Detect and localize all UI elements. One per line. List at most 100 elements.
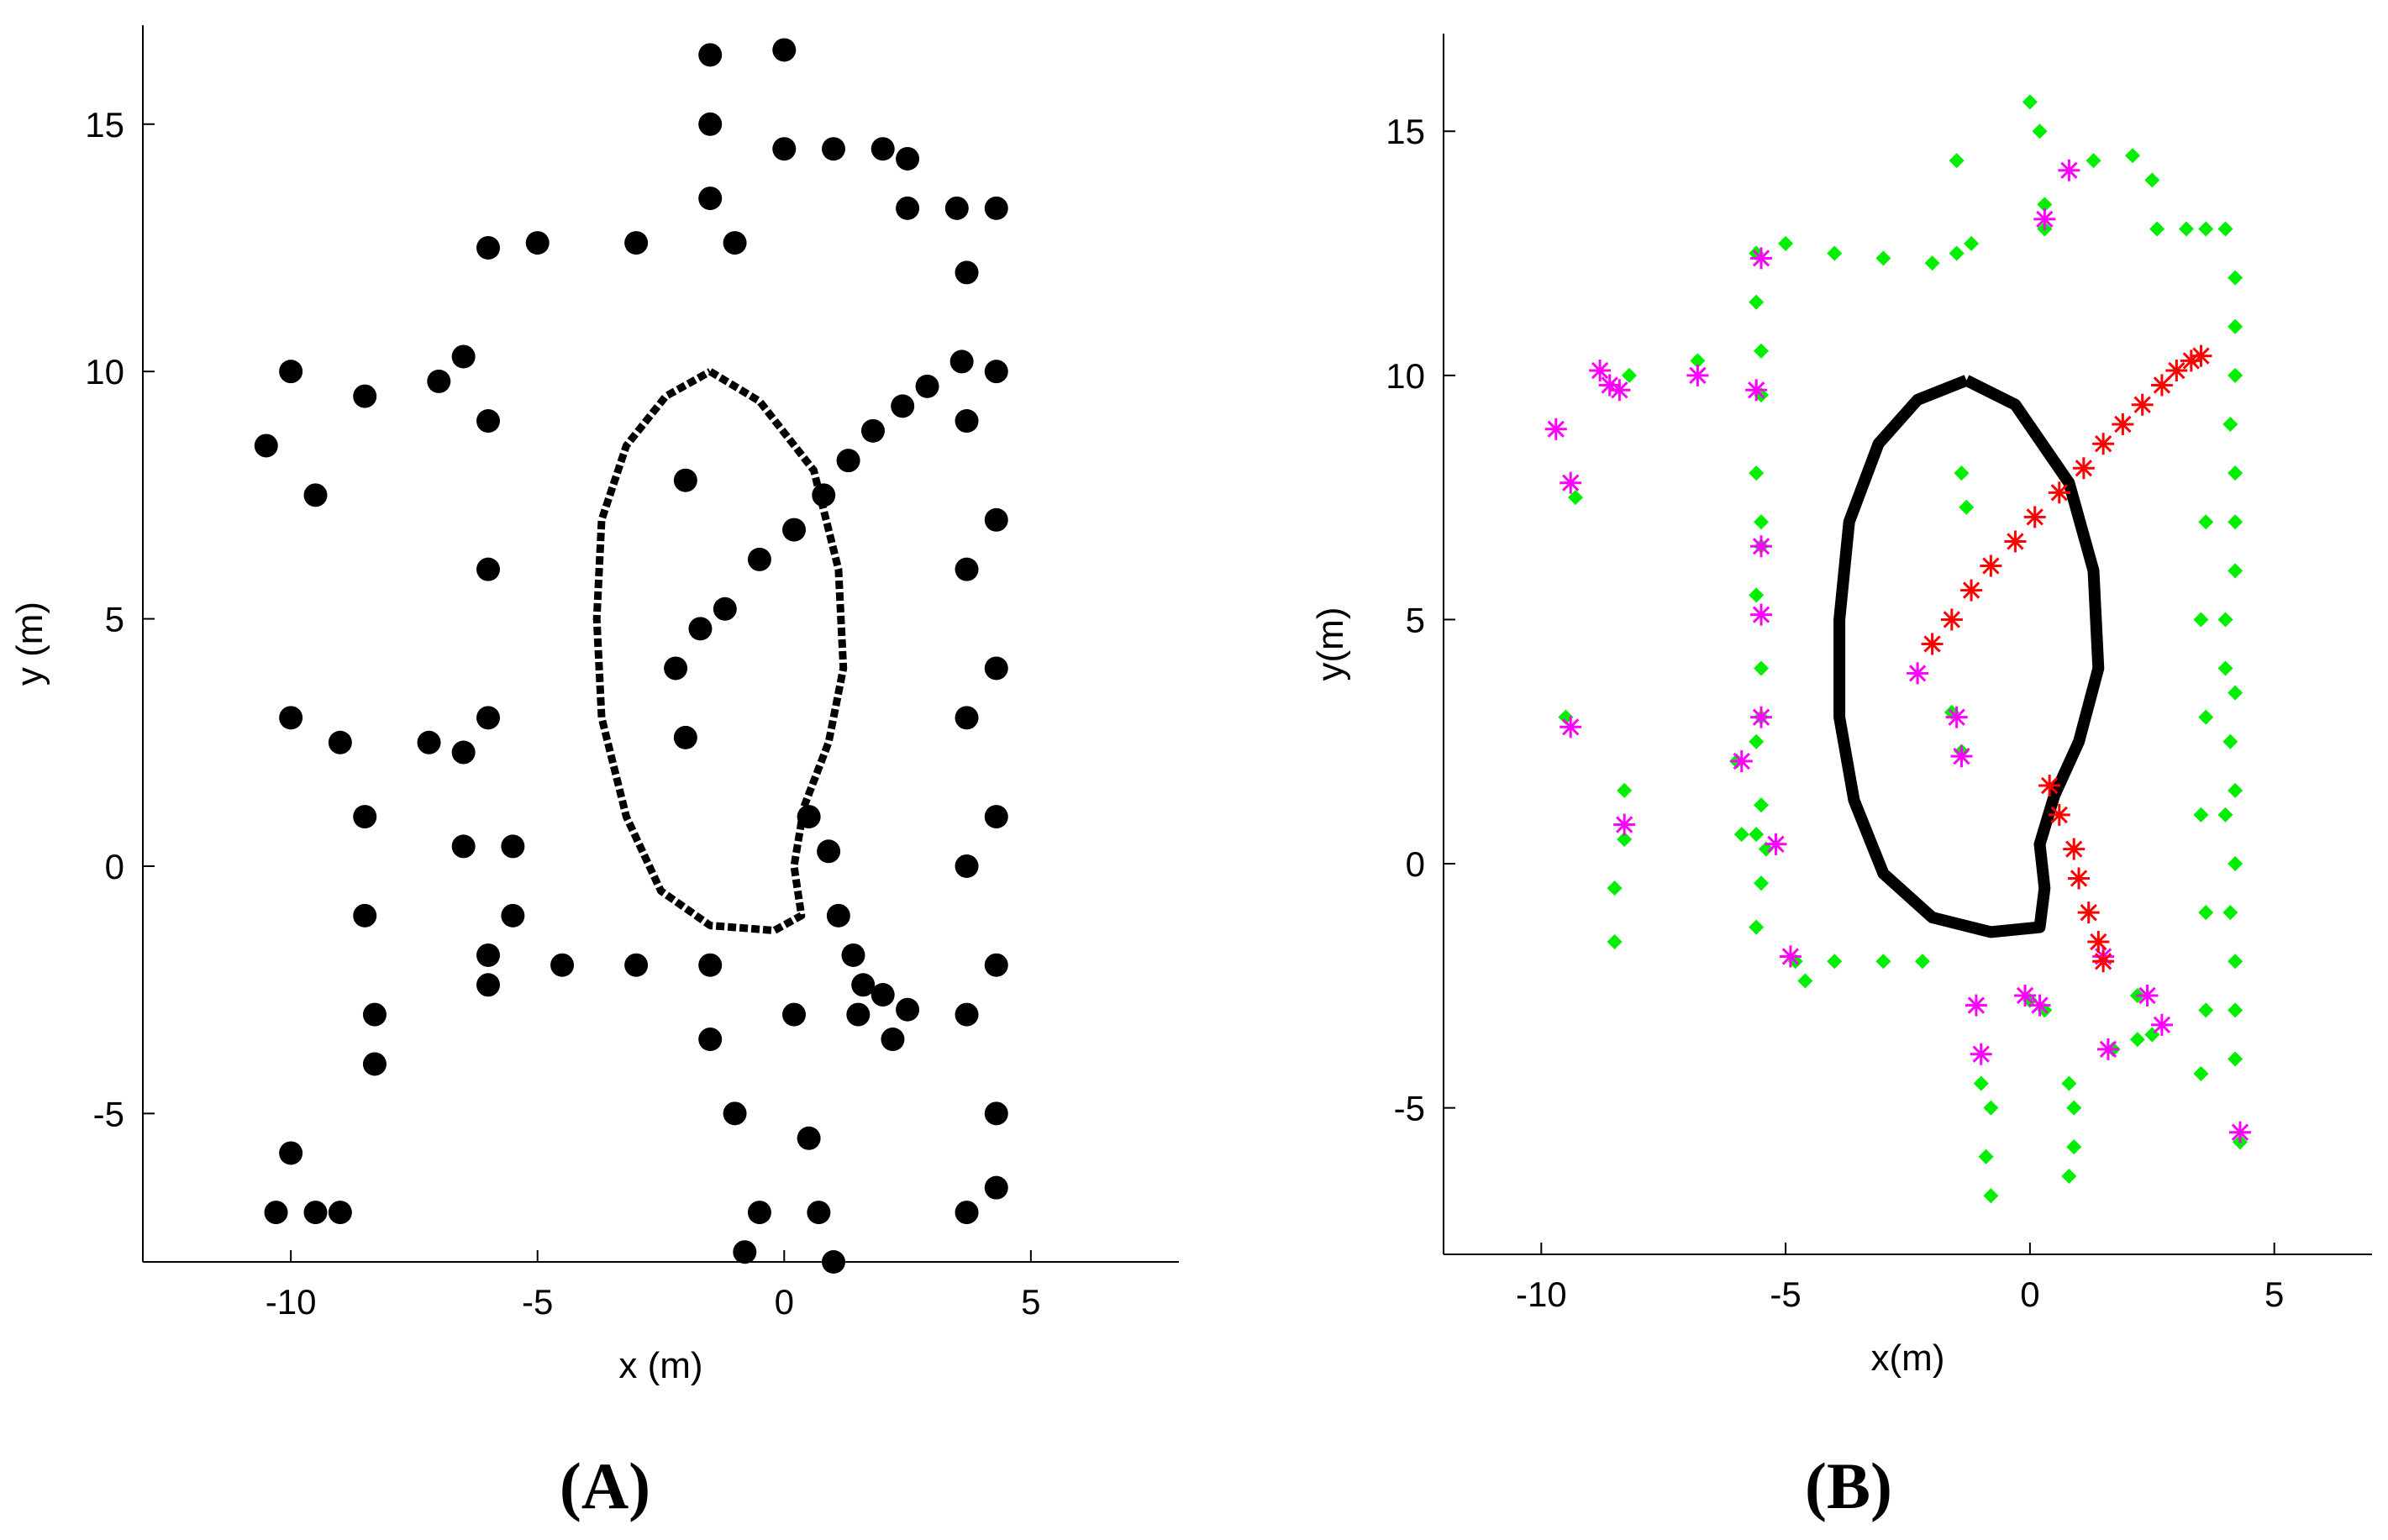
asterisk-point [2033, 208, 2056, 230]
feature-point [1797, 973, 1813, 989]
feature-point [1914, 954, 1930, 970]
map-point [841, 943, 865, 967]
map-point [525, 231, 550, 255]
feature-point [2228, 685, 2243, 701]
map-point [501, 834, 525, 859]
map-point [451, 740, 476, 765]
map-point [501, 903, 525, 928]
feature-point [1875, 954, 1891, 970]
asterisk-stroke [1982, 557, 2000, 575]
y-tick-label: 5 [1406, 600, 1425, 639]
feature-point [2217, 221, 2233, 237]
asterisk-point [2063, 838, 2086, 860]
asterisk-point [2048, 803, 2070, 826]
map-point [955, 409, 979, 434]
map-point [476, 557, 500, 581]
asterisk-stroke [1601, 376, 1618, 394]
asterisk-point [2068, 867, 2091, 890]
map-point [871, 137, 895, 161]
feature-point [1954, 465, 1970, 481]
feature-point [2198, 905, 2214, 921]
feature-point [2222, 733, 2238, 749]
feature-point [1827, 245, 1843, 261]
feature-point [1749, 294, 1765, 310]
x-tick-label: -10 [266, 1282, 317, 1322]
map-point [896, 196, 920, 220]
x-tick-label: 5 [1021, 1282, 1040, 1322]
panel-a-label: (A) [560, 1449, 650, 1522]
feature-point [1749, 587, 1765, 603]
feature-point [1749, 733, 1765, 749]
asterisk-point [1960, 579, 1983, 602]
feature-point [2228, 318, 2243, 334]
feature-point [2129, 1032, 2145, 1048]
asterisk-stroke [2138, 986, 2156, 1005]
map-point [328, 730, 352, 754]
y-tick-label: 10 [85, 352, 124, 392]
feature-point [1749, 465, 1765, 481]
feature-point [1749, 919, 1765, 935]
asterisk-point [2038, 775, 2061, 797]
asterisk-stroke [2050, 806, 2068, 824]
x-tick-label: -5 [522, 1282, 553, 1322]
asterisk-point [1765, 833, 1787, 855]
map-point [772, 38, 797, 62]
feature-point [2217, 612, 2233, 628]
asterisk-point [1921, 633, 1944, 655]
feature-point [1973, 1075, 1989, 1091]
feature-point [1754, 875, 1770, 891]
feature-point [1778, 235, 1794, 251]
map-point [451, 834, 476, 859]
map-point [955, 706, 979, 730]
map-point [871, 983, 895, 1007]
asterisk-stroke [1948, 708, 1965, 726]
map-point [955, 557, 979, 581]
asterisk-point [2087, 931, 2110, 954]
x-tick-label: 0 [775, 1282, 794, 1322]
map-point [797, 1126, 821, 1150]
asterisk-stroke [2070, 870, 2088, 887]
asterisk-point [1598, 374, 1621, 397]
feature-point [2228, 465, 2243, 481]
feature-point [2066, 1100, 2082, 1116]
map-point [427, 369, 451, 393]
asterisk-stroke [2065, 840, 2083, 858]
asterisk-point [1750, 706, 1773, 728]
asterisk-stroke [1953, 748, 1970, 765]
loop-path [1833, 375, 2105, 938]
asterisk-point [1750, 247, 1773, 270]
asterisk-stroke [1752, 538, 1770, 555]
feature-point [1749, 827, 1765, 843]
asterisk-point [2112, 413, 2134, 435]
map-point [822, 1250, 845, 1274]
map-point [955, 260, 979, 285]
map-point [303, 483, 328, 507]
feature-point [2198, 709, 2214, 725]
asterisk-stroke [2231, 1123, 2249, 1141]
map-point [254, 434, 278, 458]
map-point [836, 449, 860, 473]
feature-point [2198, 514, 2214, 530]
asterisk-stroke [2094, 435, 2112, 453]
map-point [891, 394, 915, 418]
asterisk-point [2228, 1121, 2251, 1143]
x-tick-label: -10 [1516, 1275, 1567, 1314]
asterisk-point [2131, 393, 2154, 416]
map-point [476, 973, 500, 997]
map-point [303, 1201, 328, 1225]
y-tick-label: 0 [105, 847, 124, 886]
asterisk-point [1945, 706, 1968, 728]
map-point [984, 360, 1008, 384]
asterisk-point [1608, 379, 1631, 402]
feature-point [2228, 954, 2243, 970]
asterisk-point [2023, 506, 2046, 528]
asterisk-stroke [1547, 420, 1565, 438]
asterisk-stroke [1923, 635, 1941, 653]
map-point [984, 507, 1008, 532]
asterisk-stroke [2050, 484, 2068, 502]
asterisk-point [1980, 555, 2002, 577]
asterisk-stroke [2090, 933, 2107, 951]
asterisk-point [2096, 1038, 2119, 1060]
map-point [723, 231, 747, 255]
panel-b-plot: -10 -5 0 5 -5 0 5 10 15 x(m) y(m) [1310, 34, 2372, 1379]
